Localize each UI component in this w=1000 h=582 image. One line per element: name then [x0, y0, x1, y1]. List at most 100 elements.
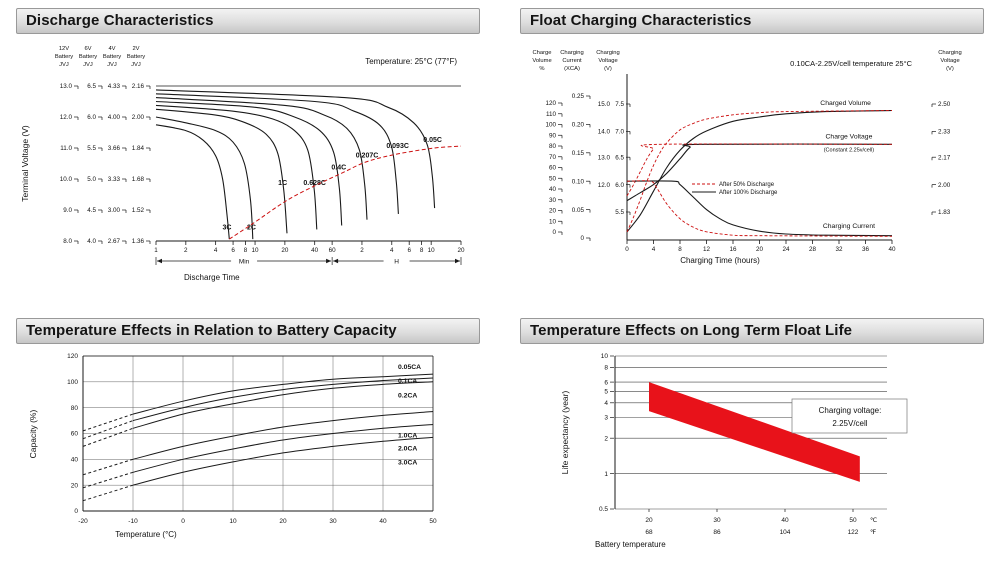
svg-text:Battery: Battery	[103, 54, 121, 60]
svg-text:0.1CA: 0.1CA	[398, 378, 417, 385]
svg-text:Battery: Battery	[55, 54, 73, 60]
svg-text:2.25V/cell: 2.25V/cell	[832, 419, 867, 428]
svg-text:16: 16	[729, 246, 737, 253]
svg-text:0.5: 0.5	[599, 506, 608, 513]
panel-title-text: Temperature Effects in Relation to Batte…	[26, 322, 397, 339]
float-life-band	[649, 382, 860, 482]
svg-text:0.207C: 0.207C	[356, 153, 379, 160]
svg-text:1.68: 1.68	[132, 176, 145, 183]
svg-text:5.5: 5.5	[87, 145, 96, 152]
svg-text:Min: Min	[239, 258, 250, 265]
svg-text:Volume: Volume	[532, 58, 551, 64]
svg-text:8: 8	[420, 247, 424, 254]
svg-text:5: 5	[604, 389, 608, 396]
svg-text:24: 24	[782, 246, 790, 253]
svg-text:0: 0	[580, 235, 584, 242]
svg-text:3.33: 3.33	[108, 176, 121, 183]
svg-text:36: 36	[862, 246, 870, 253]
svg-text:50: 50	[849, 517, 857, 524]
svg-text:10: 10	[428, 247, 436, 254]
svg-text:2.67: 2.67	[108, 238, 121, 245]
svg-text:6: 6	[604, 379, 608, 386]
svg-text:JVJ: JVJ	[131, 62, 141, 68]
svg-text:3: 3	[604, 415, 608, 422]
panel-title-text: Float Charging Characteristics	[530, 12, 752, 29]
svg-text:6.0: 6.0	[615, 182, 624, 189]
svg-text:Charge: Charge	[532, 50, 551, 56]
discharge-plot: Terminal Voltage (V)12VBatteryJVJ13.012.…	[20, 46, 465, 282]
svg-text:2: 2	[184, 247, 188, 254]
svg-text:2.33: 2.33	[938, 129, 951, 136]
svg-text:Charging Time (hours): Charging Time (hours)	[680, 256, 760, 265]
svg-text:4: 4	[604, 400, 608, 407]
svg-text:20: 20	[279, 518, 287, 525]
svg-text:Battery: Battery	[127, 54, 145, 60]
svg-text:10: 10	[229, 518, 237, 525]
svg-text:6: 6	[231, 247, 235, 254]
panel-title-discharge: Discharge Characteristics	[16, 8, 480, 34]
svg-text:40: 40	[888, 246, 896, 253]
svg-text:Charged Volume: Charged Volume	[820, 100, 871, 107]
svg-text:104: 104	[780, 529, 791, 536]
svg-text:H: H	[394, 258, 399, 265]
float-charging-chart-svg: Charge Volume% Charging Current (XCA) Chargin…	[520, 34, 984, 274]
svg-text:JVJ: JVJ	[83, 62, 93, 68]
svg-text:2: 2	[604, 435, 608, 442]
svg-text:Charging: Charging	[938, 50, 962, 56]
svg-text:1.36: 1.36	[132, 238, 145, 245]
svg-text:2.0CA: 2.0CA	[398, 445, 417, 452]
svg-text:0: 0	[74, 508, 78, 515]
svg-text:60: 60	[71, 431, 79, 438]
svg-text:0.05CA: 0.05CA	[398, 364, 421, 371]
svg-text:13.0: 13.0	[60, 83, 73, 90]
svg-text:2.00: 2.00	[938, 182, 951, 189]
charts-grid: Discharge Characteristics Terminal Volta…	[16, 8, 984, 554]
svg-text:(V): (V)	[946, 66, 954, 72]
svg-text:15.0: 15.0	[598, 101, 611, 108]
panel-title-temp-capacity: Temperature Effects in Relation to Batte…	[16, 318, 480, 344]
svg-text:30: 30	[549, 197, 557, 204]
svg-text:0.25: 0.25	[572, 93, 585, 100]
svg-text:4.5: 4.5	[87, 207, 96, 214]
svg-text:100: 100	[545, 122, 556, 129]
float-plot: Charge Volume% Charging Current (XCA) Chargin…	[532, 50, 961, 265]
svg-text:Charge Voltage: Charge Voltage	[826, 134, 873, 141]
svg-text:7.5: 7.5	[615, 101, 624, 108]
svg-text:After 50% Discharge: After 50% Discharge	[719, 182, 775, 188]
svg-text:0.05: 0.05	[572, 207, 585, 214]
svg-text:0.10: 0.10	[572, 178, 585, 185]
panel-title-text: Discharge Characteristics	[26, 12, 214, 29]
svg-text:4.0: 4.0	[87, 238, 96, 245]
svg-text:Charging: Charging	[596, 50, 620, 56]
svg-text:1.52: 1.52	[132, 207, 145, 214]
svg-text:1: 1	[154, 247, 158, 254]
svg-text:4: 4	[390, 247, 394, 254]
svg-text:4V: 4V	[108, 46, 115, 52]
panel-float-life: Temperature Effects on Long Term Float L…	[520, 318, 984, 554]
svg-text:50: 50	[549, 175, 557, 182]
svg-text:3.00: 3.00	[108, 207, 121, 214]
svg-text:0: 0	[625, 246, 629, 253]
svg-text:6.5: 6.5	[87, 83, 96, 90]
svg-text:6.0: 6.0	[87, 114, 96, 121]
svg-text:8.0: 8.0	[63, 238, 72, 245]
svg-text:10: 10	[252, 247, 260, 254]
svg-text:13.0: 13.0	[598, 154, 611, 161]
svg-text:70: 70	[549, 154, 557, 161]
svg-text:(Constant 2.25v/cell): (Constant 2.25v/cell)	[824, 148, 875, 154]
svg-text:4.33: 4.33	[108, 83, 121, 90]
svg-text:110: 110	[546, 111, 557, 118]
svg-text:7.0: 7.0	[615, 129, 624, 136]
svg-text:0: 0	[181, 518, 185, 525]
svg-text:After 100% Discharge: After 100% Discharge	[719, 190, 778, 196]
datasheet-page: Discharge Characteristics Terminal Volta…	[16, 8, 984, 554]
svg-text:40: 40	[781, 517, 789, 524]
svg-text:8: 8	[244, 247, 248, 254]
svg-text:120: 120	[67, 353, 78, 360]
svg-text:0.628C: 0.628C	[303, 180, 326, 187]
svg-text:3C: 3C	[222, 224, 231, 231]
svg-text:(XCA): (XCA)	[564, 66, 580, 72]
svg-text:11.0: 11.0	[60, 145, 72, 152]
svg-text:1C: 1C	[278, 180, 287, 187]
svg-text:0.093C: 0.093C	[386, 143, 409, 150]
